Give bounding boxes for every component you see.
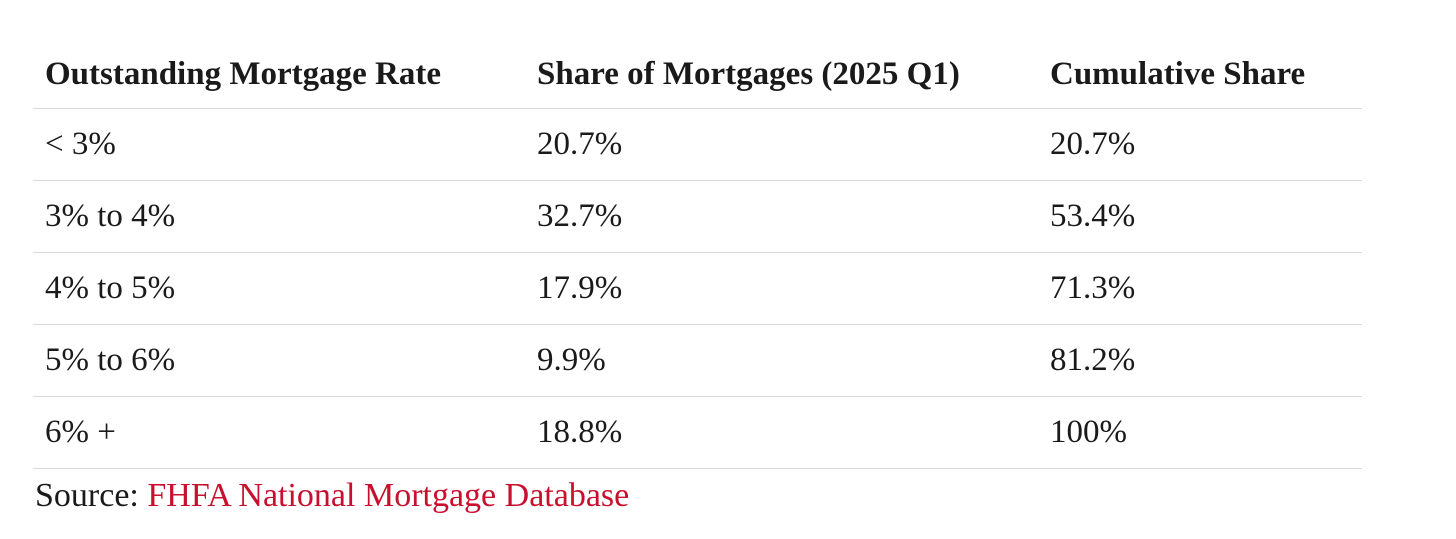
table-cell: 18.8% xyxy=(525,396,1038,469)
table-row: < 3% 20.7% 20.7% xyxy=(33,108,1362,181)
header-cell: Outstanding Mortgage Rate xyxy=(33,40,525,109)
table-cell: 9.9% xyxy=(525,324,1038,397)
header-cell: Share of Mortgages (2025 Q1) xyxy=(525,40,1038,109)
table-cell: 4% to 5% xyxy=(33,252,525,325)
table-cell: 81.2% xyxy=(1038,324,1362,397)
table-row: 6% +18.8% 100% xyxy=(33,396,1362,469)
mortgage-table: Outstanding Mortgage Rate Share of Mortga… xyxy=(33,40,1362,469)
table-cell: 53.4% xyxy=(1038,180,1362,253)
table-row: 3% to 4% 32.7% 53.4% xyxy=(33,180,1362,253)
table-cell: 6% + xyxy=(33,396,525,469)
table-cell: 5% to 6% xyxy=(33,324,525,397)
table-cell: 71.3% xyxy=(1038,252,1362,325)
table-body: < 3% 20.7% 20.7% 3% to 4% 32.7% 53.4% 4% to 5%… xyxy=(33,108,1362,469)
table-cell: 20.7% xyxy=(1038,108,1362,181)
table-row: 5% to 6% 9.9% 81.2% xyxy=(33,324,1362,397)
source-note: Source: FHFA National Mortgage Database xyxy=(35,474,629,518)
table-cell: 17.9% xyxy=(525,252,1038,325)
table-cell: 3% to 4% xyxy=(33,180,525,253)
table-header: Outstanding Mortgage Rate Share of Mortga… xyxy=(33,40,1362,109)
table-cell: 20.7% xyxy=(525,108,1038,181)
table-row: 4% to 5% 17.9% 71.3% xyxy=(33,252,1362,325)
source-link[interactable]: FHFA National Mortgage Database xyxy=(147,477,630,514)
table-cell: < 3% xyxy=(33,108,525,181)
table-cell: 100% xyxy=(1038,396,1362,469)
source-label: Source: xyxy=(35,477,139,514)
header-cell: Cumulative Share xyxy=(1038,40,1362,109)
table-cell: 32.7% xyxy=(525,180,1038,253)
header-row: Outstanding Mortgage Rate Share of Mortga… xyxy=(33,40,1362,109)
